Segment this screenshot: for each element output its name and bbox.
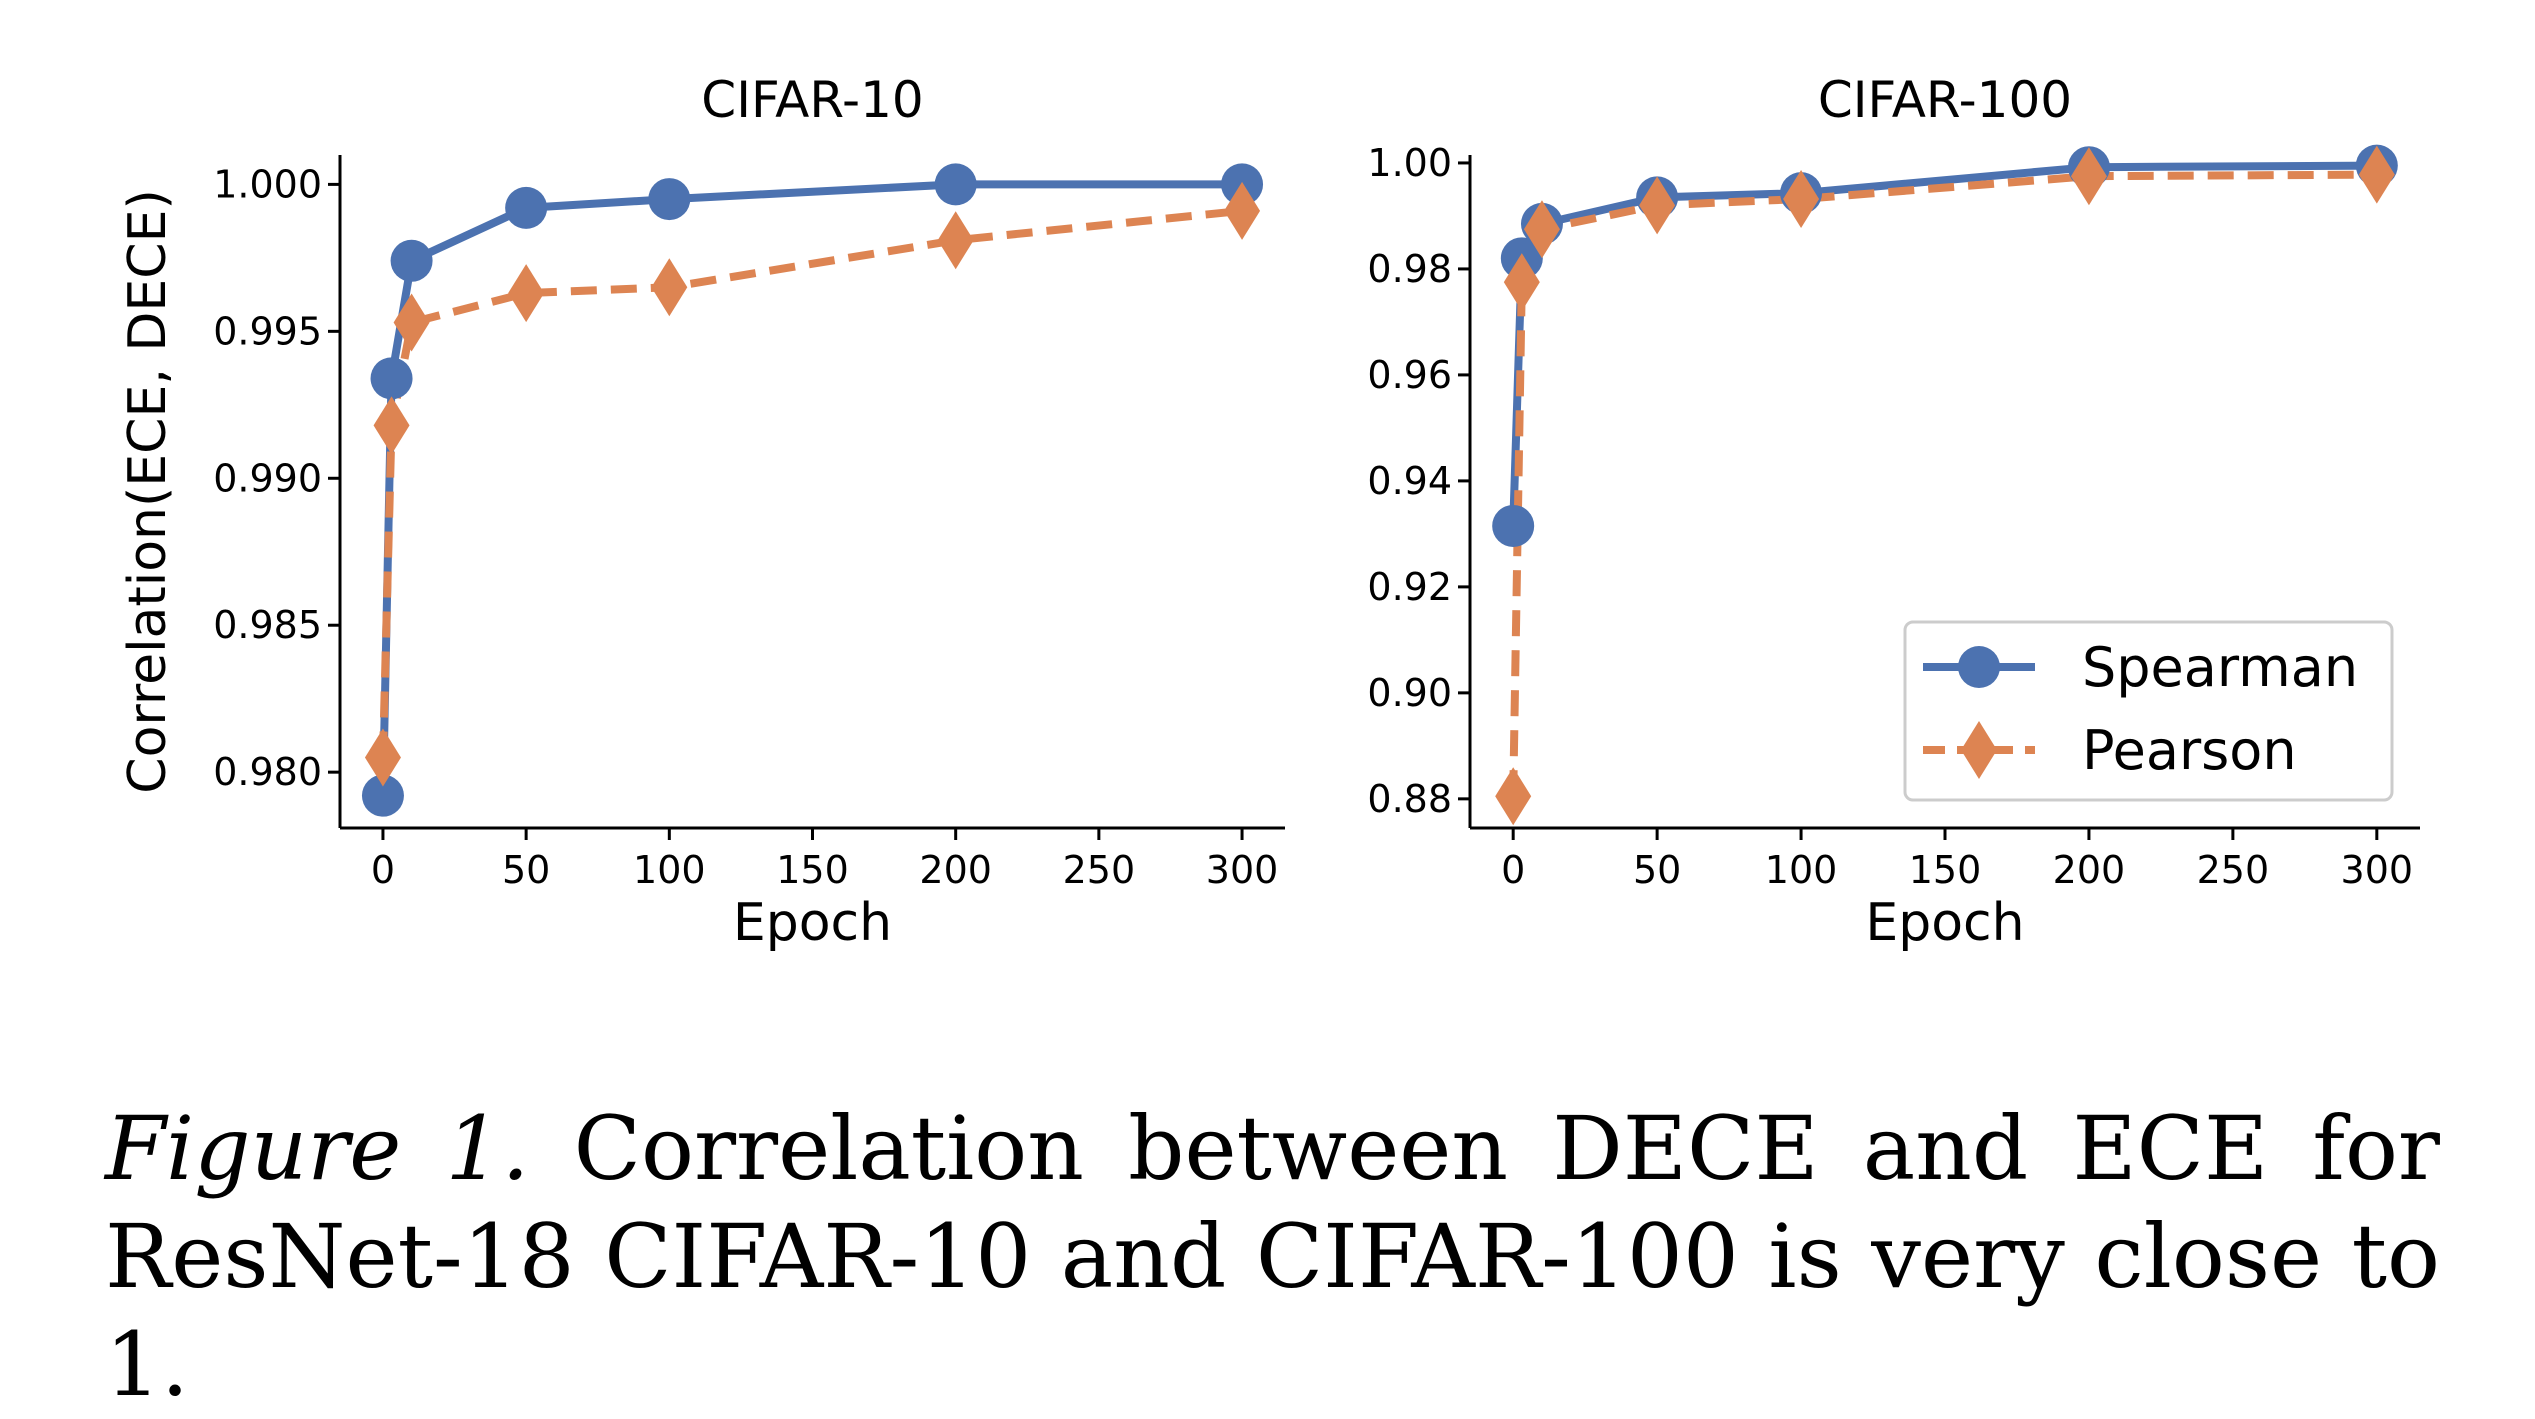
legend-marker-spearman [1958,646,2000,688]
y-tick-label: 1.00 [1367,141,1452,185]
y-axis-label: Correlation(ECE, DECE) [118,189,178,793]
data-point-pearson [651,258,688,317]
y-tick-label: 0.98 [1367,247,1452,291]
y-tick-label: 0.88 [1367,777,1452,821]
x-tick-label: 50 [1633,848,1681,892]
data-point-pearson [393,293,430,352]
chart-cifar10: 0 50 100 150 200 250 300 0.980 0.985 0.990 0.995 1.… [118,71,1285,953]
y-tick-label: 0.990 [213,456,322,500]
x-tick-label: 0 [1501,848,1525,892]
series-line-spearman [378,180,1243,796]
data-point-spearman [505,186,548,229]
caption-label: Figure 1. [105,1097,530,1200]
data-point-pearson [1224,181,1261,240]
x-tick-label: 100 [633,848,706,892]
y-tick-label: 0.985 [213,603,322,647]
x-tick-label: 300 [1206,848,1279,892]
y-tick-label: 0.980 [213,750,322,794]
caption-text: Correlation between DECE and ECE for Res… [105,1097,2441,1416]
x-axis-label: Epoch [1865,893,2024,953]
data-point-spearman [934,163,977,206]
x-axis-label: Epoch [733,893,892,953]
data-point-pearson [1523,200,1560,259]
data-point-pearson [1783,169,1820,228]
x-tick-label: 50 [502,848,550,892]
legend-label-spearman: Spearman [2082,636,2358,699]
data-point-spearman [361,774,404,817]
x-tick-label: 250 [1063,848,1136,892]
data-point-spearman [648,178,691,221]
figure: 0 50 100 150 200 250 3000.9800.9850.9900.9951.… [118,71,2420,953]
data-point-pearson [1639,176,1676,235]
data-point-pearson [373,396,410,455]
y-tick-label: 0.995 [213,309,322,353]
x-tick-label: 150 [1909,848,1982,892]
data-point-pearson [2070,147,2107,206]
x-tick-label: 200 [919,848,992,892]
data-point-spearman [370,357,413,400]
x-tick-label: 100 [1765,848,1838,892]
x-tick-label: 200 [2053,848,2126,892]
x-tick-label: 0 [371,848,395,892]
data-point-spearman [390,239,433,282]
y-tick-label: 0.92 [1367,565,1452,609]
legend: Spearman Pearson [1903,620,2394,802]
y-tick-label: 1.000 [213,162,322,206]
y-tick-label: 0.96 [1367,353,1452,397]
data-point-spearman [1492,504,1535,547]
x-tick-label: 150 [776,848,849,892]
series-line-spearman [1509,161,2377,527]
legend-marker-pearson [1961,721,1997,779]
data-point-pearson [2358,145,2395,204]
data-point-pearson [1495,767,1532,826]
y-tick-label: 0.94 [1367,459,1452,503]
data-point-pearson [364,728,401,787]
data-point-pearson [508,264,545,323]
legend-label-pearson: Pearson [2082,719,2297,782]
chart-title: CIFAR-10 [701,71,923,129]
figure-caption: Figure 1. Correlation between DECE and E… [105,1095,2440,1419]
chart-cifar100: 0 50 100 150 200 250 300 0.88 0.90 0.92 0.94 0.96 0.… [1367,71,2420,953]
y-tick-label: 0.90 [1367,671,1452,715]
data-point-pearson [937,211,974,270]
chart-title: CIFAR-100 [1818,71,2072,129]
x-tick-label: 250 [2197,848,2270,892]
x-tick-label: 300 [2341,848,2414,892]
data-point-pearson [1503,253,1540,312]
